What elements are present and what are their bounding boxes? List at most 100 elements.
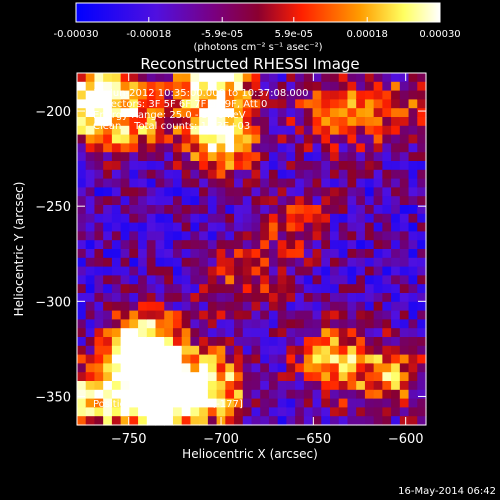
heatmap-cell — [120, 125, 130, 136]
heatmap-cell — [85, 389, 96, 400]
heatmap-cell — [260, 134, 270, 144]
heatmap-cell — [260, 240, 270, 250]
heatmap-cell — [260, 90, 270, 100]
heatmap-cell — [155, 205, 165, 215]
heatmap-cell — [120, 363, 130, 373]
heatmap-cell — [94, 354, 104, 364]
heatmap-cell — [286, 416, 296, 426]
heatmap-cell — [286, 284, 296, 294]
x-tick-label: −650 — [296, 432, 332, 447]
heatmap-cell — [155, 337, 165, 347]
heatmap-cell — [312, 108, 322, 118]
heatmap-cell — [373, 240, 383, 250]
heatmap-cell — [373, 134, 383, 144]
heatmap-cell — [164, 73, 174, 83]
heatmap-cell — [330, 99, 340, 109]
heatmap-cell — [129, 266, 139, 276]
heatmap-cell — [373, 407, 383, 417]
heatmap-cell — [338, 205, 349, 215]
heatmap-cell — [399, 81, 410, 92]
heatmap-cell — [111, 293, 122, 303]
heatmap-cell — [85, 354, 96, 364]
heatmap-cell — [199, 117, 209, 127]
heatmap-cell — [338, 196, 349, 206]
heatmap-cell — [234, 134, 244, 144]
heatmap-cell — [373, 161, 383, 171]
heatmap-cell — [207, 407, 218, 417]
heatmap-cell — [85, 381, 96, 391]
heatmap-cell — [268, 354, 279, 364]
heatmap-cell — [303, 301, 314, 312]
heatmap-cell — [190, 240, 200, 250]
heatmap-cell — [164, 345, 174, 356]
heatmap-cell — [146, 169, 157, 180]
heatmap-cell — [268, 73, 279, 83]
heatmap-cell — [356, 319, 366, 329]
heatmap-cell — [303, 108, 314, 118]
heatmap-cell — [399, 319, 410, 329]
heatmap-cell — [417, 319, 427, 329]
heatmap-cell — [295, 108, 305, 118]
heatmap-cell — [391, 99, 401, 109]
heatmap-cell — [234, 337, 244, 347]
heatmap-cell — [225, 73, 235, 83]
heatmap-cell — [268, 363, 279, 373]
heatmap-cell — [146, 284, 157, 294]
heatmap-cell — [138, 257, 148, 268]
heatmap-cell — [286, 73, 296, 83]
heatmap-cell — [260, 354, 270, 364]
heatmap-cell — [234, 266, 244, 276]
heatmap-cell — [330, 178, 340, 188]
heatmap-cell — [382, 310, 392, 320]
heatmap-cell — [129, 152, 139, 162]
heatmap-cell — [242, 319, 253, 329]
heatmap-cell — [364, 293, 375, 303]
heatmap-cell — [77, 354, 87, 364]
heatmap-cell — [251, 125, 261, 136]
heatmap-cell — [391, 125, 401, 136]
heatmap-cell — [286, 319, 296, 329]
heatmap-cell — [242, 108, 253, 118]
heatmap-cell — [190, 213, 200, 224]
heatmap-cell — [364, 301, 375, 312]
heatmap-cell — [155, 196, 165, 206]
heatmap-cell — [347, 337, 357, 347]
heatmap-cell — [190, 381, 200, 391]
heatmap-cell — [225, 213, 235, 224]
heatmap-cell — [199, 381, 209, 391]
heatmap-cell — [356, 73, 366, 83]
heatmap-cell — [260, 301, 270, 312]
heatmap-cell — [85, 196, 96, 206]
heatmap-cell — [207, 372, 218, 382]
heatmap-cell — [303, 257, 314, 268]
heatmap-cell — [417, 345, 427, 356]
heatmap-cell — [347, 266, 357, 276]
heatmap-cell — [286, 213, 296, 224]
heatmap-cell — [181, 108, 192, 118]
heatmap-cell — [330, 354, 340, 364]
heatmap-cell — [347, 293, 357, 303]
heatmap-cell — [146, 354, 157, 364]
heatmap-cell — [312, 143, 322, 153]
heatmap-cell — [268, 345, 279, 356]
heatmap-cell — [216, 108, 226, 118]
heatmap-cell — [382, 354, 392, 364]
heatmap-cell — [77, 319, 87, 329]
heatmap-cell — [242, 222, 253, 232]
heatmap-cell — [277, 284, 287, 294]
heatmap-cell — [303, 90, 314, 100]
heatmap-cell — [321, 108, 331, 118]
heatmap-cell — [356, 213, 366, 224]
heatmap-cell — [234, 231, 244, 241]
heatmap-cell — [286, 196, 296, 206]
heatmap-cell — [277, 381, 287, 391]
heatmap-cell — [190, 310, 200, 320]
heatmap-cell — [382, 117, 392, 127]
heatmap-cell — [312, 319, 322, 329]
heatmap-cell — [417, 125, 427, 136]
heatmap-cell — [364, 389, 375, 400]
heatmap-cell — [129, 345, 139, 356]
heatmap-cell — [303, 161, 314, 171]
heatmap-cell — [190, 266, 200, 276]
heatmap-cell — [164, 293, 174, 303]
